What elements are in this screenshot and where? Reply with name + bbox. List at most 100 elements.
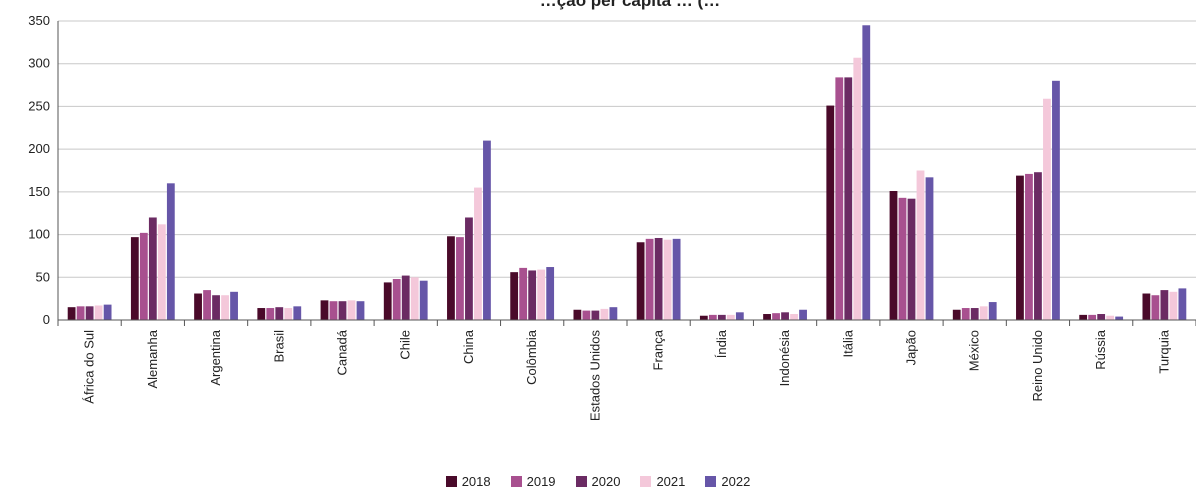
bar-2021-1 [157,224,166,320]
bar-2019-0 [76,306,85,320]
legend-swatch [640,476,652,487]
bar-2022-2 [230,291,238,320]
bar-2020-7 [528,270,537,320]
bar-2022-0 [103,304,112,320]
bar-2021-12 [853,57,862,321]
bar-2021-4 [347,300,356,320]
y-tick-label: 200 [28,141,50,156]
x-tick-labels: África do Sul Alemanha Argentina Brasil Cana… [82,329,1172,421]
bar-2019-17 [1151,295,1160,320]
x-tick-label: Reino Unido [1030,330,1045,402]
legend-label: 2018 [461,474,491,489]
bar-2020-10 [717,314,726,320]
bar-2019-12 [835,77,844,320]
bar-2019-15 [1025,173,1033,320]
bar-2021-15 [1043,98,1051,321]
bar-2020-4 [338,301,347,320]
bar-2022-5 [419,280,428,320]
bar-2021-13 [916,170,925,320]
bar-2019-2 [203,290,211,320]
y-tick-label: 50 [36,269,50,284]
bar-2019-11 [772,313,780,320]
legend-label: 2021 [656,474,686,489]
bar-2020-9 [654,237,663,320]
bar-2018-6 [447,236,455,320]
bar-2022-12 [862,25,871,321]
bar-2021-2 [221,295,229,320]
bar-2020-8 [591,310,600,320]
bar-2022-9 [672,238,681,320]
bar-2018-9 [636,242,645,320]
bar-2022-16 [1115,316,1124,320]
x-tick-label: Alemanha [145,329,160,388]
bar-2019-14 [961,308,970,320]
legend-swatch [575,476,587,487]
bar-2018-17 [1142,293,1151,320]
bar-2022-17 [1178,288,1187,320]
bar-2021-10 [726,314,735,320]
bar-2020-0 [85,306,94,320]
bar-2022-15 [1052,80,1060,320]
x-tick-label: Brasil [271,330,286,363]
bar-2018-11 [763,314,771,320]
bar-2022-4 [356,301,365,320]
y-tick-labels: 0 50 100 150 200 250 300 350 [28,13,50,327]
legend-item-2021: 2021 [640,474,685,489]
bar-2018-8 [573,309,582,320]
bar-2021-11 [790,314,798,320]
legend: 2018 2019 2020 2021 2022 [0,474,1196,489]
bar-2019-10 [708,314,717,320]
bar-2018-16 [1079,314,1088,320]
x-tick-label: Colômbia [524,329,539,385]
x-tick-label: Canadá [335,329,350,375]
bar-2021-3 [284,308,293,320]
bar-2020-13 [907,198,916,320]
bar-2020-6 [465,217,473,320]
x-tick-label: Argentina [208,329,223,385]
bar-2021-6 [474,187,482,320]
legend-label: 2019 [526,474,556,489]
bar-2018-2 [194,293,202,320]
bar-2020-16 [1097,314,1106,320]
bar-2020-11 [781,312,789,320]
bar-2019-9 [645,238,654,320]
bar-2019-7 [519,267,528,320]
bar-2018-14 [952,309,961,320]
y-tick-label: 300 [28,56,50,71]
legend-swatch [705,476,717,487]
x-tick-label: China [461,329,476,364]
gridlines [58,20,1196,278]
x-tick-label: Indonésia [777,329,792,386]
bar-2022-6 [483,140,491,320]
bar-2018-3 [257,308,266,320]
bar-2020-15 [1034,172,1042,320]
bars [67,25,1187,321]
legend-item-2018: 2018 [445,474,491,489]
bar-2018-15 [1016,175,1024,320]
bar-2018-13 [889,191,898,320]
bar-2022-13 [925,177,934,320]
bar-2019-13 [898,197,907,320]
bar-2020-17 [1160,290,1169,320]
bar-2021-7 [537,269,546,320]
bar-2018-12 [826,105,835,321]
bar-2018-0 [67,307,76,320]
bar-2019-5 [392,278,401,320]
bar-2020-12 [844,77,853,320]
legend-item-2022: 2022 [705,474,750,489]
y-tick-label: 100 [28,227,50,242]
bar-2021-9 [663,239,672,320]
bar-2022-8 [609,307,618,320]
y-tick-label: 0 [43,312,50,327]
bar-2018-4 [320,300,329,320]
bar-2022-1 [166,183,175,320]
x-tick-label: África do Sul [82,330,97,404]
bar-2019-3 [266,308,275,320]
bar-2018-10 [699,315,708,320]
y-tick-label: 350 [28,13,50,28]
bar-2021-16 [1106,315,1115,320]
chart-title: …ção per capita … (… [540,0,720,10]
x-tick-label: Chile [398,330,413,360]
bar-2018-5 [383,282,392,320]
